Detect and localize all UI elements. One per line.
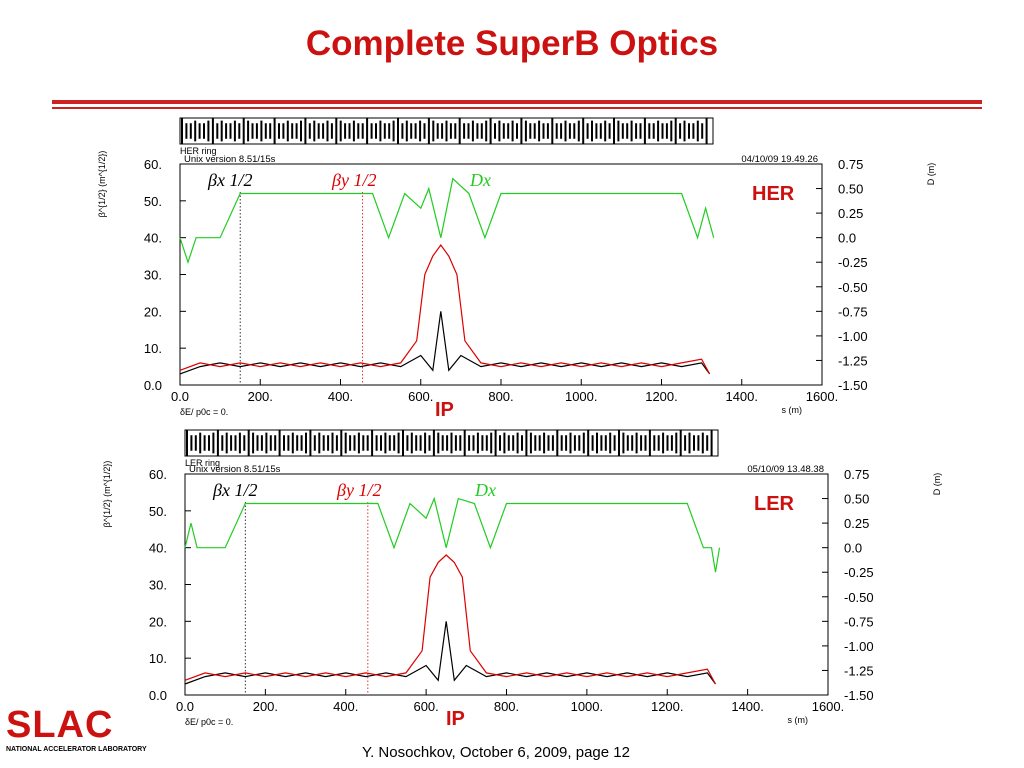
her-y-right-tick-label: -0.50 bbox=[838, 280, 868, 295]
her-y-left-tick-label: 50. bbox=[144, 194, 162, 209]
slac-logo: SLAC NATIONAL ACCELERATOR LABORATORY bbox=[6, 706, 147, 753]
ler-version: Unix version 8.51/15s bbox=[189, 464, 281, 475]
ler-series-betax-line bbox=[184, 621, 716, 685]
ler-x-axis-label: s (m) bbox=[788, 715, 809, 725]
her-x-tick-label: 1000. bbox=[565, 389, 598, 404]
logo-subtitle: NATIONAL ACCELERATOR LABORATORY bbox=[6, 746, 147, 753]
her-y-left-tick-label: 60. bbox=[144, 157, 162, 172]
ler-y-right-tick-label: 0.25 bbox=[844, 516, 869, 531]
her-x-tick-label: 1600. bbox=[806, 389, 839, 404]
ler-lattice-magnets bbox=[186, 430, 713, 456]
her-x-axis-label: s (m) bbox=[782, 405, 803, 415]
ler-y-right-tick-label: -0.75 bbox=[844, 614, 874, 629]
her-x-tick-label: 200. bbox=[248, 389, 273, 404]
her-y-right-tick-label: -0.25 bbox=[838, 255, 868, 270]
her-ring-label: HER ring bbox=[180, 146, 217, 156]
her-y-left-tick-label: 20. bbox=[144, 304, 162, 319]
her-lattice-magnets bbox=[181, 118, 708, 144]
ler-series-dx-line bbox=[184, 496, 721, 573]
ler-y-left-tick-label: 0.0 bbox=[149, 688, 167, 703]
ler-legend-entry: βy 1/2 bbox=[336, 480, 381, 500]
title-rule-bottom bbox=[52, 107, 982, 109]
her-footnote: δE/ p0c = 0. bbox=[180, 407, 228, 417]
her-x-tick-label: 0.0 bbox=[171, 389, 189, 404]
her-series-dx-line bbox=[179, 177, 715, 265]
her-x-tick-label: 1200. bbox=[645, 389, 678, 404]
ler-x-tick-label: 600. bbox=[413, 699, 438, 714]
her-series-betax-line bbox=[179, 311, 711, 375]
ler-y-left-tick-label: 20. bbox=[149, 614, 167, 629]
ler-ring-label: LER ring bbox=[185, 458, 220, 468]
ler-x-tick-label: 800. bbox=[494, 699, 519, 714]
her-y-right-tick-label: -1.25 bbox=[838, 353, 868, 368]
ler-y-right-tick-label: -0.50 bbox=[844, 590, 874, 605]
her-y-right-axis-label: D (m) bbox=[926, 163, 936, 186]
ler-y-left-tick-label: 50. bbox=[149, 504, 167, 519]
her-x-tick-label: 600. bbox=[408, 389, 433, 404]
ler-y-right-tick-label: 0.0 bbox=[844, 541, 862, 556]
ler-ip-label: IP bbox=[446, 708, 465, 730]
her-x-tick-label: 800. bbox=[488, 389, 513, 404]
ler-y-right-tick-label: -1.50 bbox=[844, 688, 874, 703]
her-x-tick-label: 1400. bbox=[725, 389, 758, 404]
her-y-left-tick-label: 0.0 bbox=[144, 378, 162, 393]
ler-footnote: δE/ p0c = 0. bbox=[185, 717, 233, 727]
her-y-right-tick-label: -0.75 bbox=[838, 304, 868, 319]
her-y-right-tick-label: -1.50 bbox=[838, 378, 868, 393]
her-y-right-tick-label: 0.50 bbox=[838, 182, 863, 197]
ler-x-tick-label: 1000. bbox=[571, 699, 604, 714]
ler-legend-entry: βx 1/2 bbox=[212, 480, 257, 500]
ler-y-right-tick-label: -1.00 bbox=[844, 639, 874, 654]
ler-y-right-tick-label: 0.50 bbox=[844, 492, 869, 507]
ler-timestamp: 05/10/09 13.48.38 bbox=[747, 464, 824, 475]
footer-text: Y. Nosochkov, October 6, 2009, page 12 bbox=[362, 744, 630, 761]
title-rule-top bbox=[52, 100, 982, 104]
her-y-right-tick-label: 0.0 bbox=[838, 231, 856, 246]
her-ip-label: IP bbox=[435, 399, 454, 421]
ler-x-tick-label: 1200. bbox=[651, 699, 684, 714]
her-timestamp: 04/10/09 19.49.26 bbox=[741, 154, 818, 165]
ler-y-right-tick-label: -1.25 bbox=[844, 663, 874, 678]
her-legend-entry: βx 1/2 bbox=[207, 170, 252, 190]
logo-text: SLAC bbox=[6, 704, 114, 746]
her-x-tick-label: 400. bbox=[328, 389, 353, 404]
ler-legend-entry: Dx bbox=[474, 480, 496, 500]
ler-x-tick-label: 0.0 bbox=[176, 699, 194, 714]
ler-x-tick-label: 200. bbox=[253, 699, 278, 714]
her-y-left-tick-label: 30. bbox=[144, 268, 162, 283]
her-version: Unix version 8.51/15s bbox=[184, 154, 276, 165]
her-plot-frame bbox=[179, 163, 823, 386]
ler-y-right-axis-label: D (m) bbox=[932, 473, 942, 496]
ler-series-betay-line bbox=[184, 554, 717, 685]
her-y-right-tick-label: -1.00 bbox=[838, 329, 868, 344]
ler-x-tick-label: 1400. bbox=[731, 699, 764, 714]
ler-y-right-tick-label: 0.75 bbox=[844, 467, 869, 482]
ler-y-left-tick-label: 30. bbox=[149, 578, 167, 593]
ler-x-tick-label: 1600. bbox=[812, 699, 845, 714]
ler-y-left-tick-label: 60. bbox=[149, 467, 167, 482]
her-y-right-tick-label: 0.25 bbox=[838, 206, 863, 221]
her-y-right-tick-label: 0.75 bbox=[838, 157, 863, 172]
ler-y-left-axis-label: β^{1/2} (m^{1/2}) bbox=[102, 461, 112, 528]
her-y-left-tick-label: 40. bbox=[144, 231, 162, 246]
her-side-label: HER bbox=[752, 183, 795, 205]
ler-y-left-tick-label: 10. bbox=[149, 651, 167, 666]
her-y-left-axis-label: β^{1/2} (m^{1/2}) bbox=[97, 151, 107, 218]
ler-y-right-tick-label: -0.25 bbox=[844, 565, 874, 580]
her-series-betay-line bbox=[179, 243, 711, 375]
her-legend-entry: βy 1/2 bbox=[331, 170, 376, 190]
page-title: Complete SuperB Optics bbox=[305, 24, 719, 63]
ler-side-label: LER bbox=[754, 493, 794, 515]
ler-x-tick-label: 400. bbox=[333, 699, 358, 714]
her-legend-entry: Dx bbox=[469, 170, 491, 190]
ler-plot-frame bbox=[184, 473, 829, 696]
ler-y-left-tick-label: 40. bbox=[149, 541, 167, 556]
her-y-left-tick-label: 10. bbox=[144, 341, 162, 356]
